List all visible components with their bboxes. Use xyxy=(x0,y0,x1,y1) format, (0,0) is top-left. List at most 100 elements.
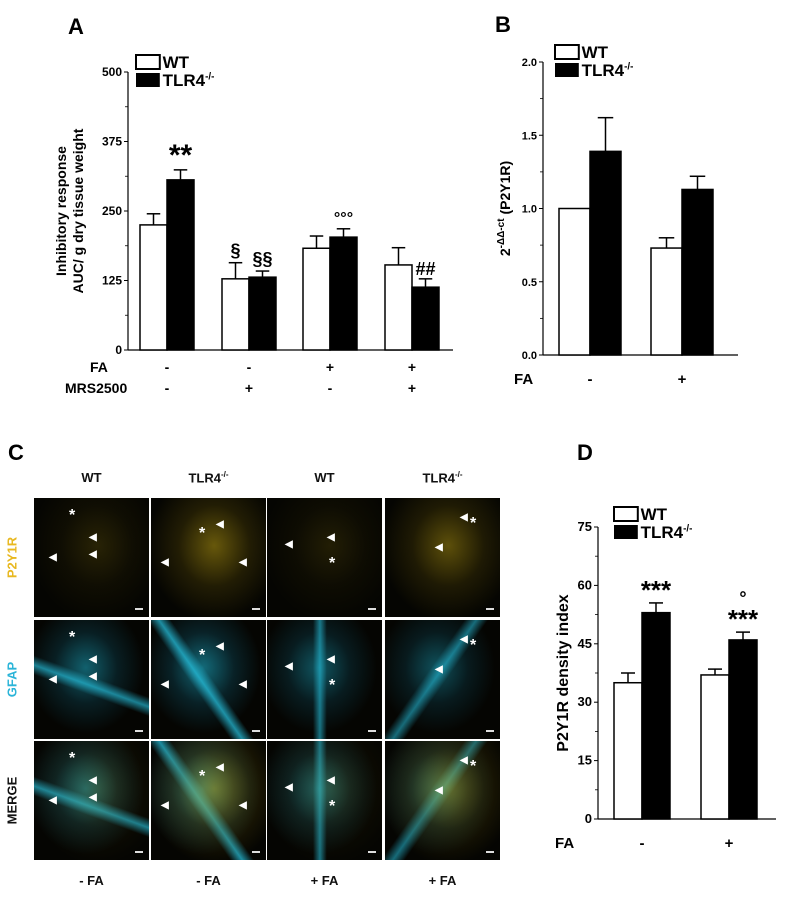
arrowhead-marker: ◀ xyxy=(161,679,169,690)
condition-value: - xyxy=(165,380,170,396)
legend-label-wt: WT xyxy=(641,505,668,524)
legend-swatch-tlr4 xyxy=(136,73,160,87)
y-tick-label: 30 xyxy=(578,694,592,709)
micrograph-merge-tlr4-minus-fa: * ◀ ◀ ◀ xyxy=(151,741,266,860)
column-footer-label: + FA xyxy=(310,873,339,888)
asterisk-marker: * xyxy=(329,798,336,815)
legend-label-tlr4: TLR4-/- xyxy=(582,61,634,80)
asterisk-marker: * xyxy=(329,555,336,572)
asterisk-marker: * xyxy=(329,677,336,694)
row-label-merge: MERGE xyxy=(4,776,20,824)
significance-marker: ## xyxy=(415,259,435,279)
y-tick-label: 0.0 xyxy=(522,350,537,362)
legend-swatch-wt xyxy=(135,54,161,70)
bar-wt xyxy=(558,207,591,356)
arrowhead-marker: ◀ xyxy=(216,641,224,652)
y-tick-label: 500 xyxy=(102,65,122,79)
bar-tlr4 xyxy=(248,276,277,351)
bar-wt xyxy=(221,278,250,351)
y-tick-label: 75 xyxy=(578,519,592,534)
scale-bar xyxy=(368,730,376,732)
arrowhead-marker: ◀ xyxy=(49,674,57,685)
y-tick-label: 0 xyxy=(585,811,592,826)
micrograph-merge-wt-minus-fa: * ◀ ◀ ◀ xyxy=(34,741,149,860)
micrograph-gfap-wt-plus-fa: * ◀ ◀ xyxy=(267,620,382,739)
arrowhead-marker: ◀ xyxy=(49,795,57,806)
significance-marker: § xyxy=(230,241,240,261)
arrowhead-marker: ◀ xyxy=(327,532,335,543)
arrowhead-marker: ◀ xyxy=(239,679,247,690)
y-tick-label: 2.0 xyxy=(522,57,537,69)
scale-bar xyxy=(135,851,143,853)
arrowhead-marker: ◀ xyxy=(89,549,97,560)
y-tick-label: 250 xyxy=(102,204,122,218)
micrograph-p2y1r-tlr4-minus-fa: * ◀ ◀ ◀ xyxy=(151,498,266,617)
scale-bar xyxy=(135,730,143,732)
column-header-tlr4-minus-fa: TLR4-/- xyxy=(188,470,229,486)
scale-bar xyxy=(252,730,260,732)
y-tick-label: 1.5 xyxy=(522,130,537,142)
significance-marker: ° xyxy=(739,588,746,608)
panel-b-letter: B xyxy=(495,12,511,37)
arrowhead-marker: ◀ xyxy=(460,512,468,523)
condition-value: + xyxy=(408,380,416,396)
micrograph-p2y1r-wt-plus-fa: * ◀ ◀ xyxy=(267,498,382,617)
arrowhead-marker: ◀ xyxy=(460,634,468,645)
bar-tlr4 xyxy=(641,611,671,820)
micrograph-gfap-tlr4-plus-fa: * ◀ ◀ xyxy=(385,620,500,739)
asterisk-marker: * xyxy=(199,768,206,785)
asterisk-marker: * xyxy=(470,637,477,654)
legend-swatch-tlr4 xyxy=(614,525,638,539)
scale-bar xyxy=(252,851,260,853)
bar-tlr4 xyxy=(411,286,440,351)
legend-swatch-wt xyxy=(613,506,639,522)
y-tick-label: 375 xyxy=(102,135,122,149)
arrowhead-marker: ◀ xyxy=(460,755,468,766)
asterisk-marker: * xyxy=(470,758,477,775)
arrowhead-marker: ◀ xyxy=(327,654,335,665)
arrowhead-marker: ◀ xyxy=(239,800,247,811)
arrowhead-marker: ◀ xyxy=(49,552,57,563)
bar-wt xyxy=(302,247,331,351)
arrowhead-marker: ◀ xyxy=(285,782,293,793)
bar-tlr4 xyxy=(681,188,714,356)
scale-bar xyxy=(486,730,494,732)
legend-label-tlr4: TLR4-/- xyxy=(641,523,693,542)
condition-value: + xyxy=(326,359,334,375)
y-tick-label: 1.0 xyxy=(522,204,537,216)
micrograph-merge-tlr4-plus-fa: * ◀ ◀ xyxy=(385,741,500,860)
condition-label: FA xyxy=(514,371,533,388)
micrograph-merge-wt-plus-fa: * ◀ ◀ xyxy=(267,741,382,860)
condition-value: - xyxy=(247,359,252,375)
condition-label: FA xyxy=(90,359,108,375)
micrograph-p2y1r-wt-minus-fa: * ◀ ◀ ◀ xyxy=(34,498,149,617)
y-tick-label: 125 xyxy=(102,274,122,288)
asterisk-marker: * xyxy=(199,647,206,664)
significance-marker: ** xyxy=(169,139,193,172)
column-header-tlr4-plus-fa: TLR4-/- xyxy=(422,470,463,486)
panel-c-letter: C xyxy=(8,440,24,465)
arrowhead-marker: ◀ xyxy=(89,775,97,786)
significance-marker: §§ xyxy=(252,249,272,269)
column-footer-label: - FA xyxy=(196,873,221,888)
arrowhead-marker: ◀ xyxy=(435,664,443,675)
arrowhead-marker: ◀ xyxy=(89,792,97,803)
y-tick-label: 0.5 xyxy=(522,277,537,289)
scale-bar xyxy=(368,851,376,853)
panel-a-chart: 0 125 250 375 500 Inhibitory response AUC/ g d… xyxy=(53,53,453,396)
column-header-wt-minus-fa: WT xyxy=(81,470,102,485)
bar-wt xyxy=(139,224,168,351)
asterisk-marker: * xyxy=(69,750,76,767)
legend-swatch-wt xyxy=(554,44,580,60)
column-header-wt-plus-fa: WT xyxy=(314,470,335,485)
condition-value: + xyxy=(245,380,253,396)
condition-value: - xyxy=(328,380,333,396)
arrowhead-marker: ◀ xyxy=(285,661,293,672)
y-tick-label: 45 xyxy=(578,636,592,651)
condition-label: FA xyxy=(555,835,574,852)
y-axis-label: AUC/ g dry tissue weight xyxy=(70,128,86,293)
scale-bar xyxy=(135,608,143,610)
condition-value: + xyxy=(678,371,687,388)
